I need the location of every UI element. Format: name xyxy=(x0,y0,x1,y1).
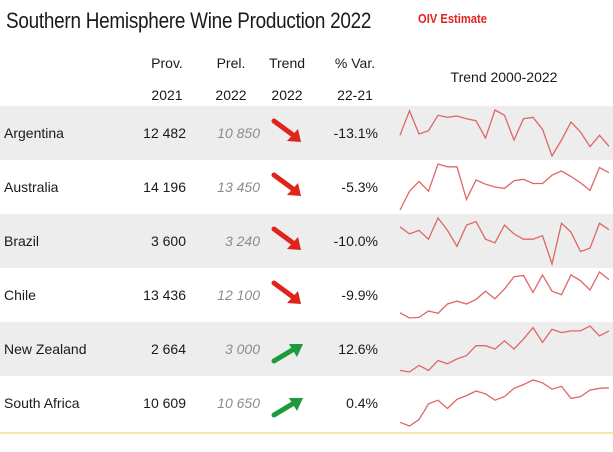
sparkline-series-new-zealand xyxy=(399,325,610,373)
pct-var-value: -5.3% xyxy=(341,179,378,195)
header-sparkline-label: Trend 2000-2022 xyxy=(450,69,558,85)
table-row-brazil: Brazil 3 600 3 240 -10.0% xyxy=(0,214,613,268)
table-row-chile: Chile 13 436 12 100 -9.9% xyxy=(0,268,613,322)
prov-2021-value: 14 196 xyxy=(143,179,186,195)
sparkline-series-south-africa xyxy=(399,379,610,427)
chart-title: Southern Hemisphere Wine Production 2022 xyxy=(6,8,372,33)
prel-2022-value: 10 650 xyxy=(217,395,260,411)
pct-var-value: -9.9% xyxy=(341,287,378,303)
arrow-up-right-icon xyxy=(268,322,308,376)
header-prov-label: Prov. xyxy=(151,55,183,71)
header-trend-label: Trend xyxy=(268,55,306,71)
sparkline-chile xyxy=(398,268,611,322)
header-trend-year: 2022 xyxy=(271,87,303,103)
prel-2022-value: 10 850 xyxy=(217,125,260,141)
prov-2021-value: 10 609 xyxy=(143,395,186,411)
prel-2022-value: 3 000 xyxy=(224,341,260,357)
sparkline-series-argentina xyxy=(399,108,610,158)
country-name: Argentina xyxy=(4,125,64,141)
prov-2021-value: 2 664 xyxy=(150,341,186,357)
arrow-down-right-icon xyxy=(268,214,308,268)
oiv-estimate-badge: OIV Estimate xyxy=(418,11,487,26)
country-name: Chile xyxy=(4,287,36,303)
bottom-rule xyxy=(0,432,613,434)
table-row-south-africa: South Africa 10 609 10 650 0.4% xyxy=(0,376,613,430)
sparkline-series-brazil xyxy=(399,216,610,267)
sparkline-series-chile xyxy=(399,271,610,319)
header-var-label: % Var. xyxy=(334,55,376,71)
header-prel-label: Prel. xyxy=(216,55,246,71)
prov-2021-value: 3 600 xyxy=(150,233,186,249)
arrow-down-right-icon xyxy=(268,268,308,322)
pct-var-value: -13.1% xyxy=(333,125,378,141)
table-row-australia: Australia 14 196 13 450 -5.3% xyxy=(0,160,613,214)
arrow-down-right-icon xyxy=(268,160,308,214)
country-name: New Zealand xyxy=(4,341,87,357)
sparkline-argentina xyxy=(398,106,611,160)
pct-var-value: 12.6% xyxy=(338,341,378,357)
sparkline-brazil xyxy=(398,214,611,268)
sparkline-new-zealand xyxy=(398,322,611,376)
sparkline-south-africa xyxy=(398,376,611,430)
pct-var-value: -10.0% xyxy=(333,233,378,249)
sparkline-australia xyxy=(398,160,611,214)
header-prel-year: 2022 xyxy=(215,87,247,103)
table-row-new-zealand: New Zealand 2 664 3 000 12.6% xyxy=(0,322,613,376)
header-var-year: 22-21 xyxy=(337,87,373,103)
prov-2021-value: 13 436 xyxy=(143,287,186,303)
arrow-down-right-icon xyxy=(268,106,308,160)
country-name: South Africa xyxy=(4,395,80,411)
table-row-argentina: Argentina 12 482 10 850 -13.1% xyxy=(0,106,613,160)
pct-var-value: 0.4% xyxy=(346,395,378,411)
prel-2022-value: 12 100 xyxy=(217,287,260,303)
country-name: Brazil xyxy=(4,233,40,249)
sparkline-series-australia xyxy=(399,163,610,211)
prov-2021-value: 12 482 xyxy=(143,125,186,141)
country-name: Australia xyxy=(4,179,59,195)
prel-2022-value: 3 240 xyxy=(224,233,260,249)
header-prov-year: 2021 xyxy=(151,87,183,103)
prel-2022-value: 13 450 xyxy=(217,179,260,195)
arrow-up-right-icon xyxy=(268,376,308,430)
